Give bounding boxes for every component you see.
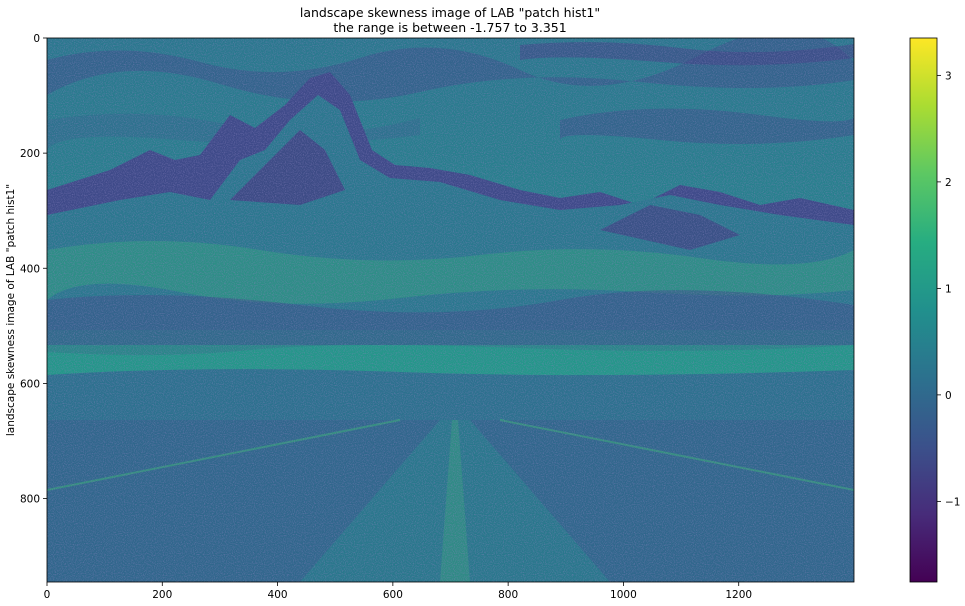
x-tick-label: 400 <box>268 589 288 601</box>
x-tick-label: 200 <box>152 589 172 601</box>
y-tick-label: 800 <box>20 494 40 506</box>
colorbar-tick-label: 2 <box>945 177 952 189</box>
y-tick-label: 200 <box>20 148 40 160</box>
y-axis-label: landscape skewness image of LAB "patch h… <box>5 184 17 436</box>
y-tick-label: 600 <box>20 378 40 390</box>
x-tick-label: 1200 <box>725 589 752 601</box>
colorbar-tick-label: −1 <box>945 496 960 508</box>
x-tick-label: 1000 <box>610 589 637 601</box>
y-tick-label: 400 <box>20 263 40 275</box>
chart-title: landscape skewness image of LAB "patch h… <box>300 5 600 20</box>
chart-subtitle: the range is between -1.757 to 3.351 <box>333 20 566 35</box>
colorbar <box>909 37 938 583</box>
plot-frame <box>46 37 855 583</box>
colorbar-tick-label: 3 <box>945 70 952 82</box>
x-tick-label: 0 <box>44 589 51 601</box>
y-axis: 0 200 400 600 800 <box>20 33 47 506</box>
x-axis: 0 200 400 600 800 1000 1200 <box>44 582 752 601</box>
y-tick-label: 0 <box>33 33 40 45</box>
skewness-image <box>47 38 854 582</box>
x-tick-label: 600 <box>383 589 403 601</box>
colorbar-tick-label: 1 <box>945 283 952 295</box>
x-tick-label: 800 <box>498 589 518 601</box>
colorbar-tick-label: 0 <box>945 390 952 402</box>
colorbar-axis: −1 0 1 2 3 <box>937 70 960 508</box>
